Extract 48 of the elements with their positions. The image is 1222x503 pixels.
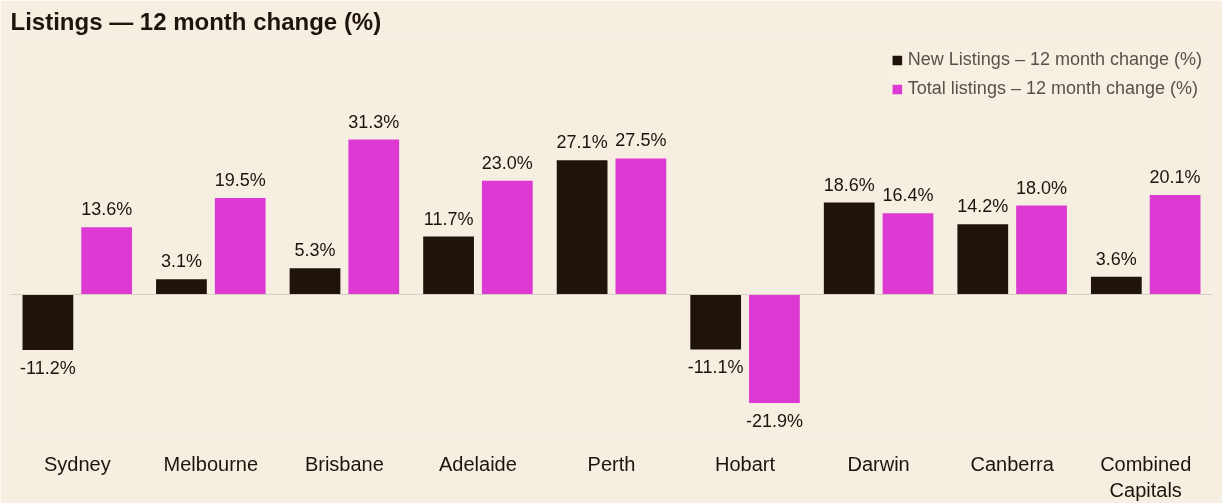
data-label: -11.1%: [687, 357, 744, 378]
x-tick-label: Brisbane: [304, 452, 384, 475]
bar: [289, 268, 341, 295]
x-tick-label: Hobart: [715, 452, 776, 475]
data-label: 14.2%: [957, 196, 1009, 217]
data-label: 5.3%: [294, 240, 336, 261]
data-label: 18.6%: [823, 174, 875, 195]
data-label: 19.5%: [214, 170, 266, 191]
bar: [957, 224, 1009, 295]
chart-title: Listings — 12 month change (%): [10, 7, 382, 35]
bar: [423, 236, 474, 295]
bar: [348, 139, 400, 295]
bar: [1090, 276, 1142, 295]
bar: [823, 202, 875, 295]
data-label: 3.1%: [160, 251, 202, 272]
data-label: -11.2%: [20, 357, 76, 378]
data-label: 31.3%: [348, 111, 400, 132]
bar: [81, 227, 133, 295]
legend-label: Total listings – 12 month change (%): [907, 78, 1198, 99]
bar: [1016, 205, 1067, 295]
legend-label: New Listings – 12 month change (%): [907, 49, 1202, 70]
bar: [882, 213, 934, 295]
data-label: 23.0%: [481, 152, 533, 173]
bar: [22, 294, 74, 350]
x-tick-label: Darwin: [847, 452, 910, 475]
bar: [690, 294, 742, 350]
data-label: 3.6%: [1095, 248, 1137, 269]
data-label: 11.7%: [423, 208, 474, 229]
data-label: 27.5%: [615, 130, 667, 151]
bar: [749, 294, 800, 403]
data-label: 16.4%: [882, 185, 934, 206]
data-label: 13.6%: [81, 199, 133, 220]
bar: [481, 180, 533, 295]
data-label: -21.9%: [745, 410, 803, 431]
x-tick-label: Adelaide: [439, 452, 517, 475]
bar: [156, 279, 207, 295]
data-label: 18.0%: [1016, 177, 1068, 198]
bar: [556, 160, 608, 295]
x-tick-label: Canberra: [970, 452, 1055, 475]
x-tick-label: Sydney: [43, 452, 111, 475]
bar: [214, 197, 266, 295]
data-label: 27.1%: [556, 132, 608, 153]
x-tick-label: Combined Capitals: [1100, 452, 1192, 501]
x-tick-label: Melbourne: [163, 452, 259, 475]
bar: [1149, 195, 1201, 295]
x-tick-label: Perth: [587, 452, 636, 475]
data-label: 20.1%: [1149, 167, 1201, 188]
bar: [615, 158, 667, 295]
